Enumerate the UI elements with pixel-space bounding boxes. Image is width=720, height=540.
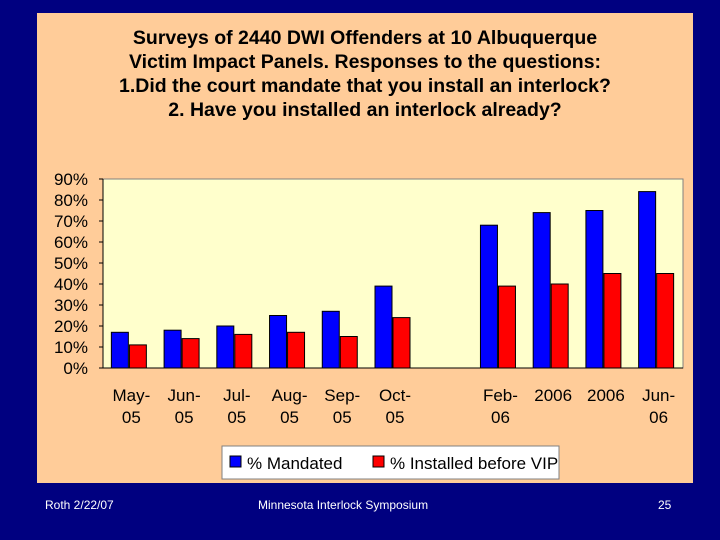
bar-installed (181, 338, 200, 369)
x-tick-label: 06 (649, 408, 668, 427)
legend-box (221, 445, 560, 480)
bar-mandated (479, 224, 498, 369)
legend-swatch-installed (372, 455, 385, 468)
x-tick-label: Jun- (168, 386, 201, 405)
x-tick-label: May- (112, 386, 150, 405)
x-tick-label: 05 (333, 408, 352, 427)
bar-mandated (216, 325, 235, 369)
y-tick-label: 70% (54, 212, 88, 231)
x-tick-label: 06 (491, 408, 510, 427)
legend-swatch-mandated (229, 455, 242, 468)
x-tick-label: Oct- (379, 386, 411, 405)
x-tick-label: 05 (386, 408, 405, 427)
y-tick-label: 60% (54, 233, 88, 252)
y-tick-label: 30% (54, 296, 88, 315)
footer-event-name: Minnesota Interlock Symposium (258, 498, 429, 512)
legend-label-mandated: % Mandated (247, 454, 342, 473)
chart-title-line-1: Surveys of 2440 DWI Offenders at 10 Albu… (132, 27, 598, 49)
bar-mandated (638, 191, 657, 369)
bar-mandated (585, 210, 604, 369)
x-tick-label: Jun- (642, 386, 675, 405)
legend-label-installed: % Installed before VIP (390, 454, 558, 473)
bar-installed (287, 331, 306, 369)
chart-title: Surveys of 2440 DWI Offenders at 10 Albu… (37, 26, 693, 122)
bar-installed (656, 273, 675, 369)
bar-mandated (532, 212, 551, 369)
y-tick-label: 10% (54, 338, 88, 357)
bar-installed (392, 317, 411, 369)
x-tick-label: 05 (280, 408, 299, 427)
y-tick-label: 80% (54, 191, 88, 210)
x-tick-label: Sep- (324, 386, 360, 405)
y-tick-label: 90% (54, 170, 88, 189)
y-tick-label: 50% (54, 254, 88, 273)
x-tick-label: Feb- (483, 386, 518, 405)
bar-mandated (269, 315, 288, 369)
footer-page-number: 25 (658, 498, 672, 512)
bar-mandated (374, 285, 393, 369)
chart-title-line-3: 1.Did the court mandate that you install… (119, 75, 611, 97)
bar-mandated (163, 329, 182, 369)
y-tick-label: 20% (54, 317, 88, 336)
bar-mandated (321, 310, 340, 369)
y-tick-label: 0% (63, 359, 88, 378)
x-tick-label: Aug- (272, 386, 308, 405)
x-tick-label: Jul- (223, 386, 250, 405)
bar-installed (603, 273, 622, 369)
bar-mandated (110, 331, 129, 369)
footer-author-date: Roth 2/22/07 (45, 498, 114, 512)
chart-title-line-4: 2. Have you installed an interlock alrea… (168, 99, 562, 121)
bar-installed (497, 285, 516, 369)
chart-title-line-2: Victim Impact Panels. Responses to the q… (128, 51, 602, 73)
x-tick-label: 2006 (534, 386, 572, 405)
x-tick-label: 05 (227, 408, 246, 427)
bar-installed (550, 283, 569, 369)
y-tick-label: 40% (54, 275, 88, 294)
x-tick-label: 05 (122, 408, 141, 427)
bar-installed (128, 344, 147, 369)
bar-installed (234, 333, 253, 369)
x-tick-label: 05 (175, 408, 194, 427)
x-tick-label: 2006 (587, 386, 625, 405)
bar-installed (339, 336, 358, 369)
